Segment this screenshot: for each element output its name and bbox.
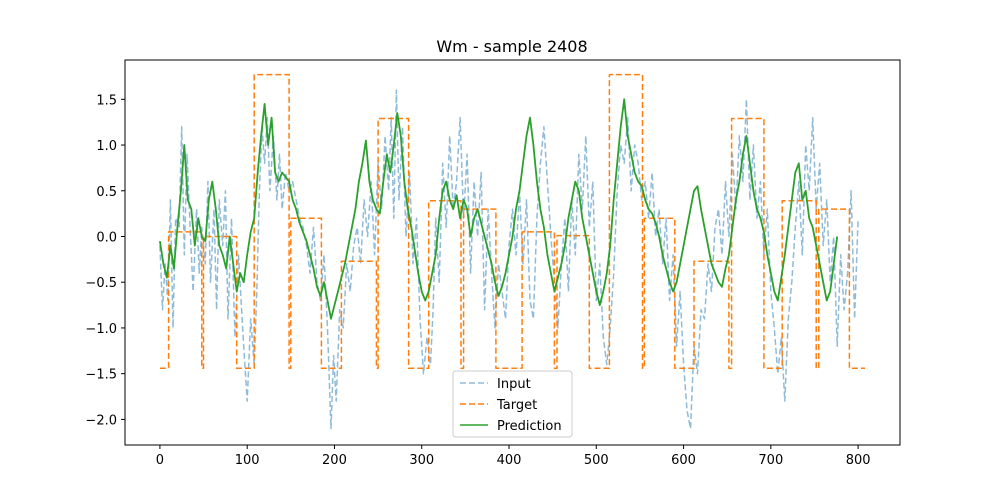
y-tick-label: 1.5 <box>96 93 117 108</box>
legend-box <box>452 370 573 438</box>
y-tick-label: −1.0 <box>85 322 117 337</box>
plot-area <box>159 73 866 430</box>
chart-title: Wm - sample 2408 <box>436 37 587 56</box>
x-tick-label: 0 <box>156 453 164 468</box>
y-tick-label: −0.5 <box>85 276 117 291</box>
x-tick-label: 200 <box>322 453 347 468</box>
input-series-line <box>159 89 859 430</box>
legend-target-label: Target <box>496 398 537 413</box>
x-tick-label: 300 <box>409 453 434 468</box>
y-tick-label: 0.5 <box>96 185 117 200</box>
prediction-series-line <box>159 98 839 320</box>
legend-prediction-label: Prediction <box>497 419 562 434</box>
x-axis-ticks: 0 100 200 300 400 500 600 700 800 <box>156 445 871 468</box>
x-tick-label: 100 <box>235 453 260 468</box>
y-tick-label: 1.0 <box>96 139 117 154</box>
legend: Input Target Prediction <box>452 370 573 438</box>
x-tick-label: 800 <box>846 453 871 468</box>
y-tick-label: −1.5 <box>85 368 117 383</box>
x-tick-label: 500 <box>584 453 609 468</box>
y-tick-label: 0.0 <box>96 230 117 245</box>
legend-input-label: Input <box>497 377 531 392</box>
y-axis-ticks: 1.5 1.0 0.5 0.0 −0.5 −1.0 −1.5 −2.0 <box>85 93 125 428</box>
x-tick-label: 600 <box>671 453 696 468</box>
x-tick-label: 700 <box>758 453 783 468</box>
axes-frame <box>124 59 901 446</box>
x-tick-label: 400 <box>497 453 522 468</box>
y-tick-label: −2.0 <box>85 413 117 428</box>
